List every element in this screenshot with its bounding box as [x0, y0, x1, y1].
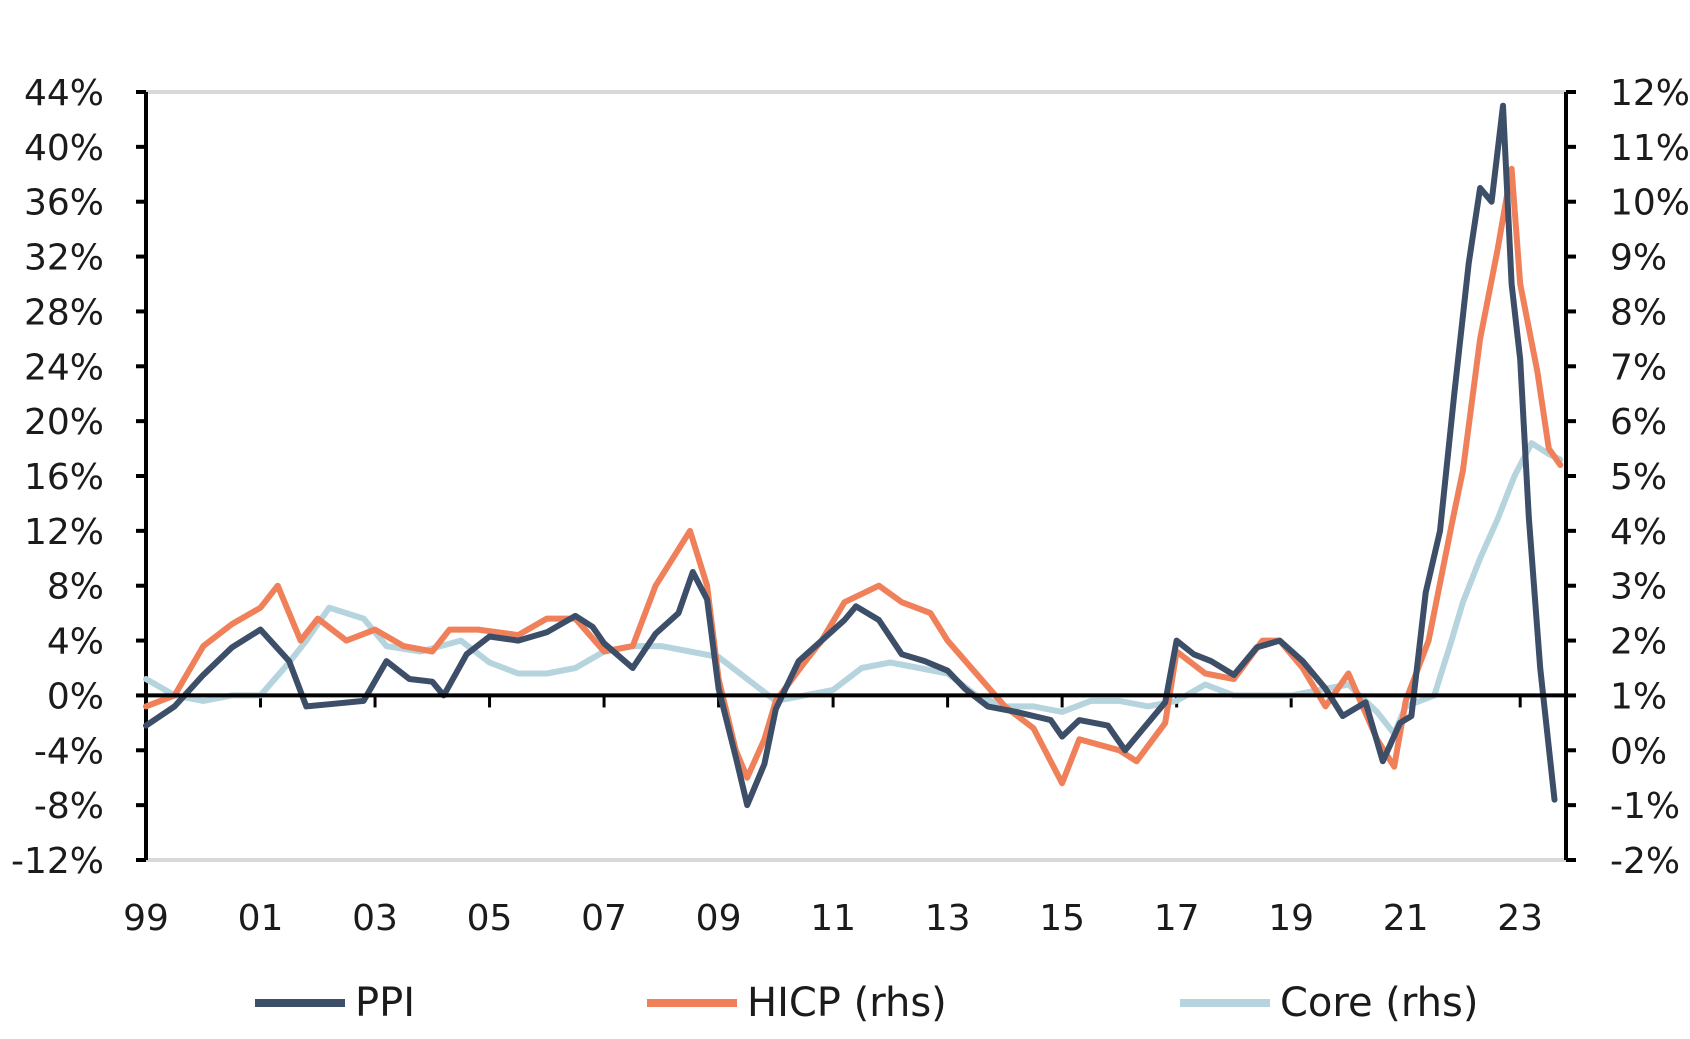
x-tick-label: 23: [1497, 898, 1543, 939]
x-tick-label: 11: [810, 898, 856, 939]
legend-label-ppi: PPI: [355, 980, 415, 1026]
left-tick-label: -4%: [34, 731, 104, 772]
x-tick-label: 03: [352, 898, 398, 939]
x-tick-label: 99: [123, 898, 169, 939]
right-tick-label: 6%: [1610, 402, 1667, 443]
left-tick-label: 16%: [24, 457, 104, 498]
right-tick-label: 2%: [1610, 622, 1667, 663]
right-axis: 12% 11% 10% 9% 8% 7% 6% 5% 4% 3% 2% 1% 0% -1% -2%: [1566, 73, 1690, 882]
left-tick-label: 20%: [24, 402, 104, 443]
left-tick-label: 4%: [47, 622, 104, 663]
left-tick-label: 44%: [24, 73, 104, 114]
x-axis: 99 01 03 05 07 09 11 13 15 17 19 21 23: [123, 695, 1543, 939]
left-tick-label: 0%: [47, 676, 104, 717]
right-tick-label: 5%: [1610, 457, 1667, 498]
legend-label-hicp: HICP (rhs): [747, 980, 947, 1026]
right-tick-label: -2%: [1610, 841, 1680, 882]
right-tick-label: 0%: [1610, 731, 1667, 772]
legend-label-core: Core (rhs): [1280, 980, 1478, 1026]
x-tick-label: 15: [1039, 898, 1085, 939]
x-tick-label: 09: [696, 898, 742, 939]
left-tick-label: 12%: [24, 512, 104, 553]
left-tick-label: 8%: [47, 567, 104, 608]
left-tick-label: -8%: [34, 786, 104, 827]
right-tick-label: -1%: [1610, 786, 1680, 827]
right-tick-label: 1%: [1610, 676, 1667, 717]
left-tick-label: 36%: [24, 183, 104, 224]
right-tick-label: 12%: [1610, 73, 1690, 114]
series-line-ppi: [143, 102, 1558, 809]
series-layer: [143, 102, 1566, 809]
right-tick-label: 3%: [1610, 567, 1667, 608]
left-tick-label: 40%: [24, 128, 104, 169]
x-tick-label: 07: [581, 898, 627, 939]
plot-frame: [144, 90, 1568, 862]
right-tick-label: 8%: [1610, 292, 1667, 333]
x-tick-label: 01: [238, 898, 284, 939]
x-tick-label: 13: [925, 898, 971, 939]
x-tick-label: 21: [1383, 898, 1429, 939]
x-tick-label: 17: [1154, 898, 1200, 939]
left-tick-label: -12%: [11, 841, 104, 882]
x-tick-label: 05: [467, 898, 513, 939]
left-tick-label: 24%: [24, 347, 104, 388]
left-tick-label: 32%: [24, 238, 104, 279]
right-tick-label: 11%: [1610, 128, 1690, 169]
right-tick-label: 4%: [1610, 512, 1667, 553]
left-axis: 44% 40% 36% 32% 28% 24% 20% 16% 12% 8% 4% 0% -4% -8% -…: [11, 73, 146, 882]
series-line-core: [143, 440, 1564, 737]
right-tick-label: 10%: [1610, 183, 1690, 224]
left-tick-label: 28%: [24, 292, 104, 333]
legend: PPI HICP (rhs) Core (rhs): [255, 980, 1478, 1026]
x-tick-label: 19: [1268, 898, 1314, 939]
series-line-hicp: [143, 165, 1564, 787]
right-tick-label: 7%: [1610, 347, 1667, 388]
right-tick-label: 9%: [1610, 238, 1667, 279]
